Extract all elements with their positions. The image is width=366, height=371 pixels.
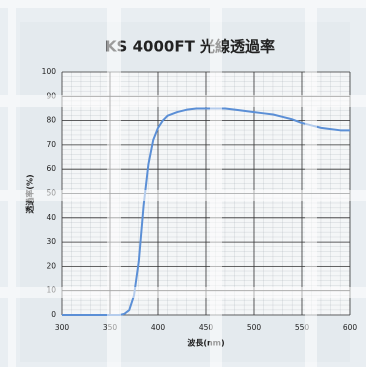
x-tick-label: 400 bbox=[151, 323, 166, 332]
chart-title: KS 4000FT 光線透過率 bbox=[105, 38, 275, 56]
x-tick-label: 550 bbox=[295, 323, 310, 332]
y-tick-label: 60 bbox=[46, 164, 56, 173]
y-tick-label: 30 bbox=[46, 237, 56, 246]
y-tick-label: 100 bbox=[42, 67, 57, 76]
x-axis-label: 波長(nm) bbox=[187, 338, 224, 348]
y-tick-label: 40 bbox=[46, 213, 56, 222]
x-tick-label: 300 bbox=[55, 323, 70, 332]
y-tick-label: 80 bbox=[46, 116, 56, 125]
x-tick-label: 600 bbox=[343, 323, 358, 332]
y-tick-label: 0 bbox=[51, 310, 56, 319]
x-tick-label: 450 bbox=[199, 323, 214, 332]
x-tick-label: 500 bbox=[247, 323, 262, 332]
y-tick-label: 20 bbox=[46, 261, 56, 270]
y-tick-label: 70 bbox=[46, 140, 56, 149]
